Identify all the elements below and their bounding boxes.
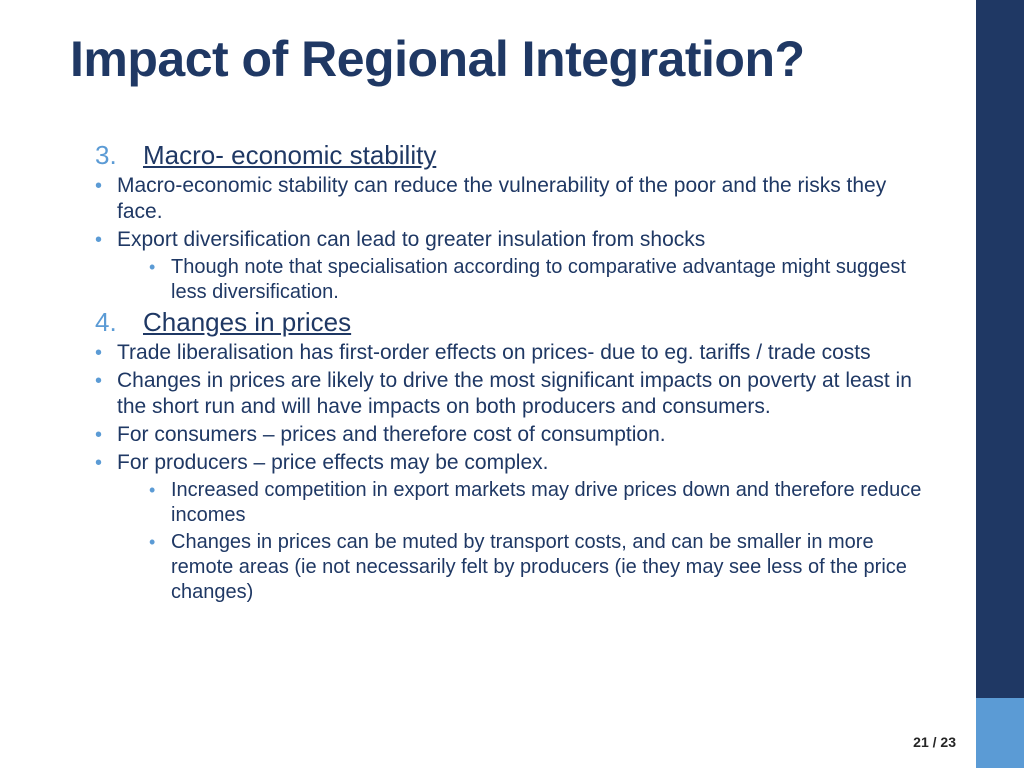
bullet-level-1: • For consumers – prices and therefore c…: [95, 422, 924, 448]
bullet-text: For consumers – prices and therefore cos…: [117, 422, 666, 448]
numbered-item: 3. Macro- economic stability: [95, 140, 924, 171]
bullet-dot-icon: •: [95, 173, 117, 199]
bullet-text: Trade liberalisation has first-order eff…: [117, 340, 871, 366]
bullet-level-1: • Macro-economic stability can reduce th…: [95, 173, 924, 225]
bullet-text: For producers – price effects may be com…: [117, 450, 548, 476]
slide-content: 3. Macro- economic stability • Macro-eco…: [95, 140, 924, 607]
bullet-dot-icon: •: [95, 422, 117, 448]
bullet-text: Though note that specialisation accordin…: [171, 255, 924, 305]
bullet-dot-icon: •: [95, 340, 117, 366]
bullet-dot-icon: •: [95, 368, 117, 394]
bullet-level-2: • Increased competition in export market…: [149, 478, 924, 528]
item-number: 4.: [95, 307, 143, 338]
bullet-level-2: • Changes in prices can be muted by tran…: [149, 530, 924, 605]
bullet-dot-icon: •: [149, 255, 171, 280]
bullet-text: Export diversification can lead to great…: [117, 227, 705, 253]
page-number: 21 / 23: [913, 734, 956, 750]
bullet-dot-icon: •: [149, 530, 171, 555]
item-heading: Changes in prices: [143, 307, 351, 338]
slide: Impact of Regional Integration? 3. Macro…: [0, 0, 1024, 768]
bullet-level-1: • Export diversification can lead to gre…: [95, 227, 924, 253]
bullet-level-1: • Trade liberalisation has first-order e…: [95, 340, 924, 366]
item-heading: Macro- economic stability: [143, 140, 436, 171]
bullet-dot-icon: •: [149, 478, 171, 503]
bullet-dot-icon: •: [95, 227, 117, 253]
bullet-level-1: • Changes in prices are likely to drive …: [95, 368, 924, 420]
bullet-dot-icon: •: [95, 450, 117, 476]
bullet-text: Changes in prices can be muted by transp…: [171, 530, 924, 605]
slide-title: Impact of Regional Integration?: [70, 30, 934, 88]
numbered-item: 4. Changes in prices: [95, 307, 924, 338]
bullet-text: Increased competition in export markets …: [171, 478, 924, 528]
bullet-text: Macro-economic stability can reduce the …: [117, 173, 924, 225]
item-number: 3.: [95, 140, 143, 171]
bullet-level-2: • Though note that specialisation accord…: [149, 255, 924, 305]
right-bar-dark: [976, 0, 1024, 768]
bullet-text: Changes in prices are likely to drive th…: [117, 368, 924, 420]
bullet-level-1: • For producers – price effects may be c…: [95, 450, 924, 476]
right-bar-light: [976, 698, 1024, 768]
